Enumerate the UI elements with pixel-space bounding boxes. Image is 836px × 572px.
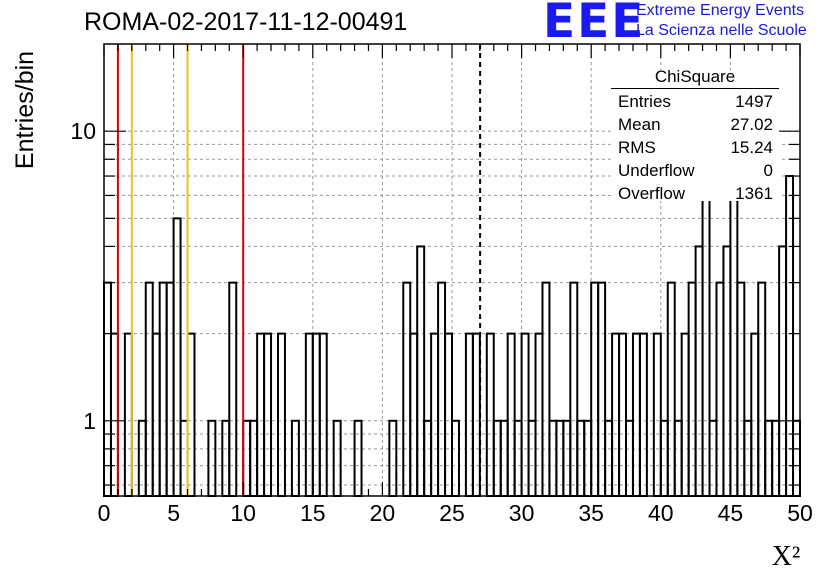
stat-row-overflow: Overflow 1361	[618, 184, 773, 206]
histogram-bin	[569, 281, 579, 497]
histogram-bin	[534, 332, 544, 497]
histogram-bin	[109, 332, 119, 497]
histogram-bin	[172, 217, 182, 497]
histogram-bin	[485, 332, 495, 497]
histogram-bin	[520, 332, 530, 497]
histogram-bin	[416, 245, 426, 497]
histogram-bin	[464, 332, 474, 497]
x-tick-label: 5	[167, 500, 180, 526]
histogram-bin	[680, 332, 690, 497]
histogram-bin	[715, 281, 725, 497]
histogram-bin	[144, 281, 154, 497]
histogram-bin	[123, 332, 133, 497]
x-tick-labels: 0 5 10 15 20 25 30 35 40 45 50	[98, 500, 813, 526]
histogram-bin	[409, 332, 419, 497]
logo-line-2: La Scienza nelle Scuole	[636, 22, 807, 39]
histogram-bin	[694, 245, 704, 497]
reference-lines	[116, 44, 482, 496]
histogram-bin	[256, 332, 266, 497]
histogram-bin	[590, 281, 600, 497]
histogram-bin	[165, 281, 175, 497]
y-axis-label: Entries/bin	[11, 51, 39, 169]
chart-title: ROMA-02-2017-11-12-00491	[84, 8, 408, 36]
histogram-bin	[304, 332, 314, 497]
x-tick-label: 50	[787, 500, 813, 526]
stat-value: 0	[763, 161, 773, 180]
histogram-bin	[757, 281, 767, 497]
y-tick-label: 10	[70, 118, 96, 144]
stat-label: Mean	[618, 115, 661, 134]
histogram-bin	[228, 281, 238, 497]
histogram-bin	[506, 332, 516, 497]
x-tick-label: 20	[370, 500, 396, 526]
x-tick-label: 0	[98, 500, 111, 526]
histogram-bin	[158, 281, 168, 497]
stats-title: ChiSquare	[611, 67, 779, 89]
histogram-bin	[186, 332, 196, 497]
axis-ticks	[103, 44, 801, 496]
histogram-bin	[277, 332, 286, 497]
logo-line-1: Extreme Energy Events	[636, 2, 805, 19]
histogram-bin	[311, 332, 321, 497]
stats-box: ChiSquare Entries 1497 Mean 27.02 RMS 15…	[611, 67, 779, 203]
x-axis-label: X²	[772, 541, 801, 572]
histogram-bin	[638, 332, 648, 497]
histogram-bin	[541, 281, 551, 497]
stat-label: Entries	[618, 92, 671, 111]
histogram-bin	[597, 281, 607, 497]
stat-value: 15.24	[730, 138, 773, 157]
histogram-bin	[722, 245, 732, 497]
stat-label: Overflow	[618, 184, 686, 203]
histogram-bin	[151, 332, 161, 497]
histogram-bin	[437, 281, 447, 497]
histogram-bin	[785, 175, 795, 497]
x-tick-label: 10	[230, 500, 256, 526]
histogram-bin	[631, 332, 641, 497]
histogram-bin	[652, 332, 662, 497]
histogram-bin	[263, 332, 273, 497]
x-tick-label: 35	[578, 500, 604, 526]
x-tick-label: 25	[439, 500, 465, 526]
stat-row-underflow: Underflow 0	[618, 161, 773, 183]
histogram-bin	[103, 281, 112, 497]
histogram-bin	[444, 332, 454, 497]
y-tick-label: 1	[83, 408, 96, 434]
stat-row-entries: Entries 1497	[618, 92, 773, 114]
stat-value: 27.02	[730, 115, 773, 134]
x-tick-label: 40	[648, 500, 674, 526]
y-tick-labels: 1 10	[70, 118, 96, 434]
histogram-bin	[666, 281, 676, 497]
histogram-bin	[611, 332, 621, 497]
stat-value: 1497	[735, 92, 773, 111]
histogram-bin	[471, 332, 481, 497]
histogram-bin	[750, 332, 760, 497]
histogram-bin	[430, 332, 440, 497]
histogram-bin	[318, 332, 328, 497]
x-tick-label: 15	[300, 500, 326, 526]
stat-row-rms: RMS 15.24	[618, 138, 773, 160]
stat-value: 1361	[735, 184, 773, 203]
histogram-bin	[618, 332, 627, 497]
histogram-bin	[402, 281, 412, 497]
histogram-bin	[778, 245, 788, 497]
stat-label: Underflow	[618, 161, 695, 180]
histogram-bin	[687, 281, 697, 497]
eee-logo: EEE	[543, 0, 646, 49]
x-tick-label: 45	[718, 500, 744, 526]
stat-label: RMS	[618, 138, 656, 157]
stat-row-mean: Mean 27.02	[618, 115, 773, 137]
x-tick-label: 30	[509, 500, 535, 526]
histogram-bin	[736, 281, 746, 497]
